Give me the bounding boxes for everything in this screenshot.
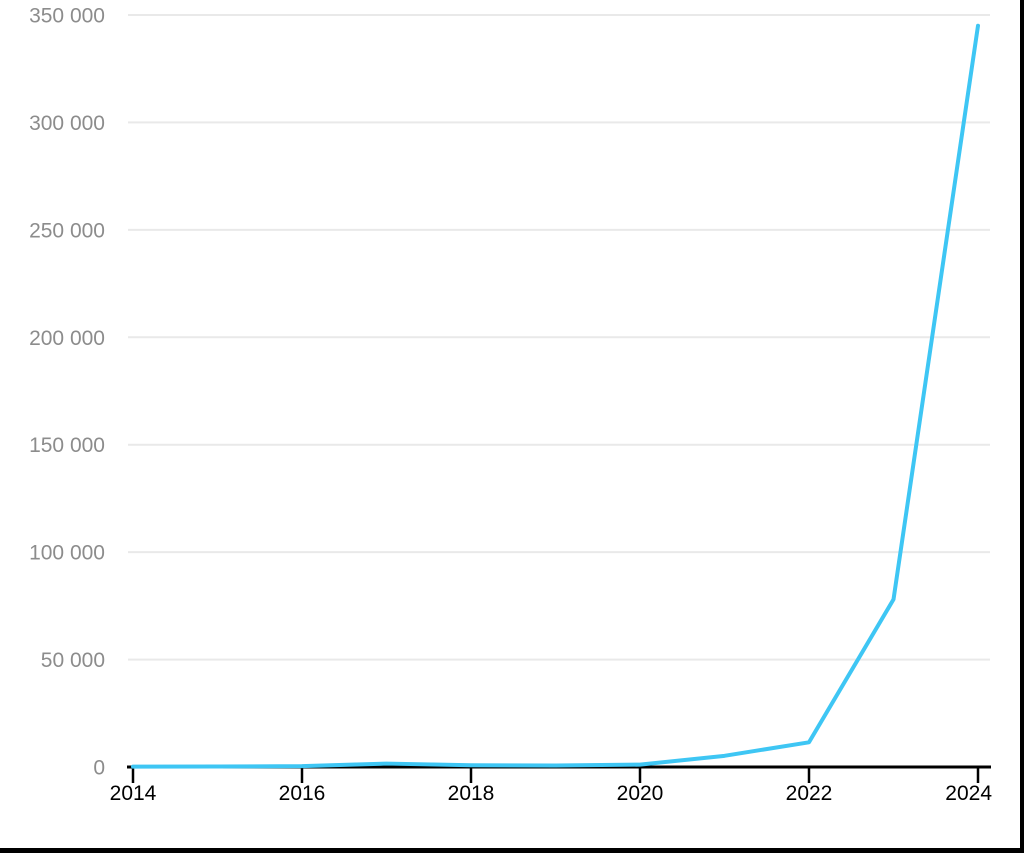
y-axis-tick-label: 150 000: [29, 434, 105, 457]
x-axis-tick-label: 2022: [786, 782, 833, 805]
x-axis-tick-label: 2014: [110, 782, 157, 805]
y-axis-tick-label: 200 000: [29, 327, 105, 350]
x-axis-tick-label: 2016: [279, 782, 326, 805]
y-axis-tick-label: 50 000: [41, 649, 105, 672]
y-axis-tick-label: 300 000: [29, 112, 105, 135]
x-axis-tick-label: 2018: [448, 782, 495, 805]
y-axis-tick-label: 350 000: [29, 5, 105, 28]
y-axis-tick-label: 250 000: [29, 219, 105, 242]
x-axis-tick-label: 2024: [945, 782, 992, 805]
y-axis-tick-label: 100 000: [29, 542, 105, 565]
y-axis-tick-label: 0: [93, 757, 105, 780]
data-series-line: [131, 23, 980, 769]
x-axis-tick-label: 2020: [617, 782, 664, 805]
